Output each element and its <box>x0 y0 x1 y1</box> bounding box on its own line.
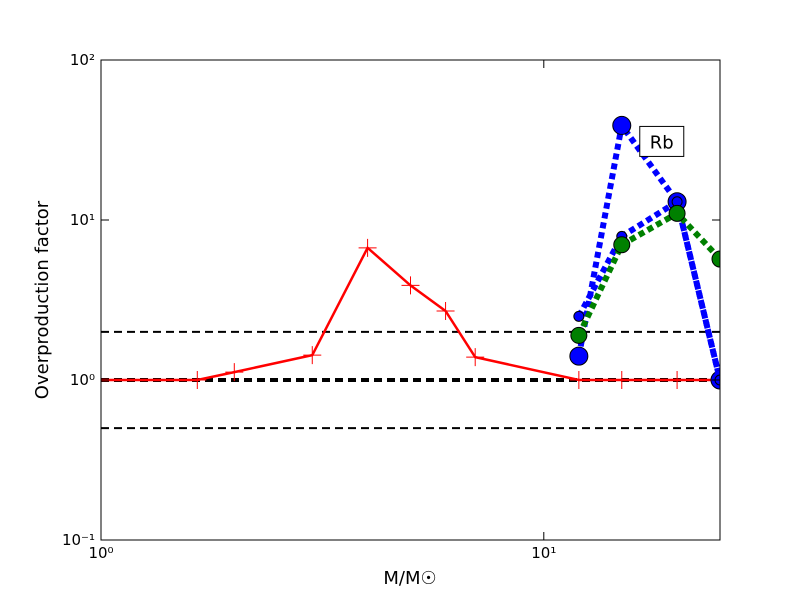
marker <box>225 363 244 382</box>
marker <box>569 371 588 389</box>
marker <box>466 348 485 367</box>
x-axis-label: M/M☉ <box>383 568 436 589</box>
marker <box>303 346 322 365</box>
marker <box>188 371 207 389</box>
annotation: Rb <box>650 132 674 153</box>
marker <box>436 301 455 320</box>
marker <box>613 236 631 254</box>
y-tick-label: 10⁰ <box>70 371 95 389</box>
marker <box>612 371 631 389</box>
marker <box>612 115 632 135</box>
series-line <box>576 197 720 381</box>
plot-frame <box>100 59 721 541</box>
annotation-box <box>639 125 685 157</box>
x-tick-label: 10⁰ <box>88 544 113 562</box>
marker <box>358 238 377 257</box>
marker <box>569 346 589 366</box>
marker <box>570 326 588 344</box>
marker <box>401 276 420 295</box>
y-tick-label: 10¹ <box>70 211 95 229</box>
plot-area <box>101 115 720 430</box>
marker <box>668 204 686 222</box>
marker <box>668 371 687 389</box>
series-line <box>576 209 720 337</box>
series-line <box>101 245 720 382</box>
series-line <box>575 118 720 381</box>
y-axis-label: Overproduction factor <box>32 200 53 399</box>
marker <box>711 250 720 268</box>
y-tick-label: 10⁻¹ <box>62 531 95 549</box>
y-tick-label: 10² <box>70 51 95 69</box>
x-tick-label: 10¹ <box>531 544 556 562</box>
marker <box>573 310 585 322</box>
